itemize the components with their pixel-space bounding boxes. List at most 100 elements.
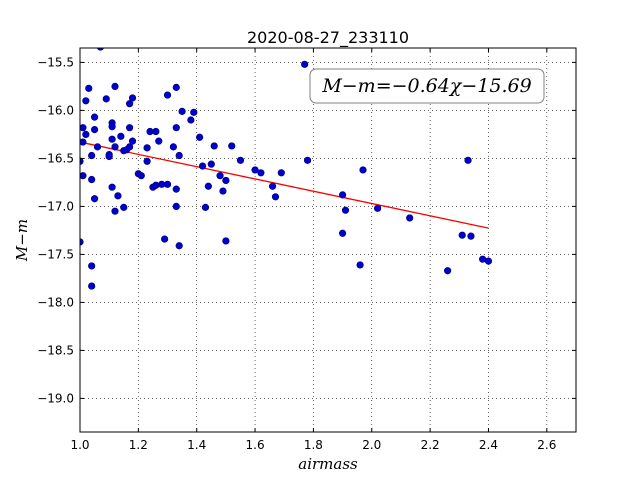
data-point — [80, 124, 87, 132]
data-point — [359, 166, 367, 174]
data-point — [228, 142, 236, 150]
data-point — [464, 156, 472, 164]
data-point — [187, 116, 195, 124]
data-point — [172, 202, 180, 210]
x-tick-label: 2.2 — [421, 438, 440, 452]
y-tick-label: −18.0 — [37, 295, 74, 309]
data-point — [277, 169, 285, 177]
y-tick-label: −19.0 — [37, 391, 74, 405]
data-point — [251, 166, 259, 174]
data-point — [108, 123, 116, 131]
data-point — [172, 185, 180, 193]
data-point — [198, 162, 207, 170]
data-point — [374, 204, 382, 212]
data-point — [271, 193, 280, 201]
data-point — [128, 137, 137, 145]
data-point — [128, 94, 137, 102]
data-point — [143, 157, 151, 165]
data-point — [338, 229, 347, 237]
data-point — [82, 130, 90, 138]
x-tick-label: 1.4 — [187, 438, 206, 452]
data-point — [88, 175, 96, 184]
data-point — [172, 124, 180, 132]
data-point — [169, 143, 177, 151]
data-point — [207, 160, 215, 168]
y-axis-label: M−m — [13, 219, 31, 262]
axis-ticks: 1.0 1.2 1.4 1.6 1.8 2.0 2.2 2.4 2.6 −15.5 −16.0 −16… — [37, 48, 576, 452]
data-point — [80, 138, 87, 146]
x-tick-label: 2.4 — [479, 438, 498, 452]
data-point — [152, 127, 160, 136]
data-point — [155, 137, 163, 145]
data-point — [406, 214, 414, 222]
y-tick-label: −15.5 — [37, 55, 74, 69]
data-point — [80, 238, 84, 246]
data-point — [108, 135, 116, 143]
data-point — [303, 156, 312, 164]
data-point — [178, 107, 186, 115]
data-point — [96, 48, 104, 51]
data-point — [338, 191, 347, 199]
data-point — [90, 126, 99, 134]
data-point — [126, 143, 134, 151]
data-point — [120, 203, 128, 211]
fit-annotation: M−m=−0.64χ−15.69 — [309, 68, 545, 104]
x-axis-label: airmass — [298, 455, 358, 473]
data-point — [467, 232, 475, 240]
data-point — [236, 156, 245, 164]
chart-title: 2020-08-27_233110 — [247, 28, 409, 48]
data-point — [88, 262, 96, 270]
data-point — [161, 235, 169, 243]
y-tick-label: −17.5 — [37, 247, 74, 261]
x-tick-label: 1.2 — [129, 438, 148, 452]
data-point — [88, 151, 96, 160]
data-point — [458, 231, 466, 239]
data-point — [175, 242, 183, 250]
data-point — [268, 182, 277, 190]
data-point — [105, 152, 113, 161]
data-point — [111, 143, 119, 151]
data-point — [117, 132, 125, 140]
data-point — [80, 172, 87, 180]
data-point — [210, 142, 218, 150]
data-point — [163, 91, 172, 99]
data-point — [444, 267, 452, 275]
data-point — [137, 172, 145, 180]
data-point — [196, 133, 204, 141]
data-point — [143, 144, 151, 152]
data-point — [175, 151, 183, 160]
annotation-box — [309, 68, 545, 104]
data-point — [126, 124, 134, 132]
data-point — [216, 172, 224, 180]
data-point — [341, 206, 350, 214]
data-point — [222, 176, 230, 185]
data-point — [152, 181, 160, 189]
fit-line — [85, 142, 489, 229]
x-tick-label: 1.6 — [246, 438, 265, 452]
data-point — [108, 183, 116, 191]
data-point — [90, 195, 99, 203]
data-point — [163, 180, 172, 188]
data-point — [172, 83, 180, 91]
data-point — [102, 95, 110, 103]
data-point — [190, 108, 198, 116]
data-point — [85, 84, 93, 92]
x-tick-label: 2.0 — [362, 438, 381, 452]
x-tick-label: 1.0 — [70, 438, 89, 452]
y-tick-label: −17.0 — [37, 199, 74, 213]
data-point — [80, 157, 84, 165]
data-points — [80, 48, 493, 290]
data-point — [201, 203, 210, 211]
annotation-text: M−m=−0.64χ−15.69 — [321, 75, 531, 97]
y-tick-label: −16.0 — [37, 103, 74, 117]
data-point — [356, 261, 364, 269]
fit-line-group — [85, 142, 489, 229]
data-point — [93, 143, 102, 151]
data-point — [204, 182, 212, 190]
data-point — [301, 60, 309, 68]
x-tick-label: 2.6 — [537, 438, 556, 452]
y-tick-label: −16.5 — [37, 151, 74, 165]
data-point — [111, 207, 119, 215]
data-point — [111, 82, 119, 90]
